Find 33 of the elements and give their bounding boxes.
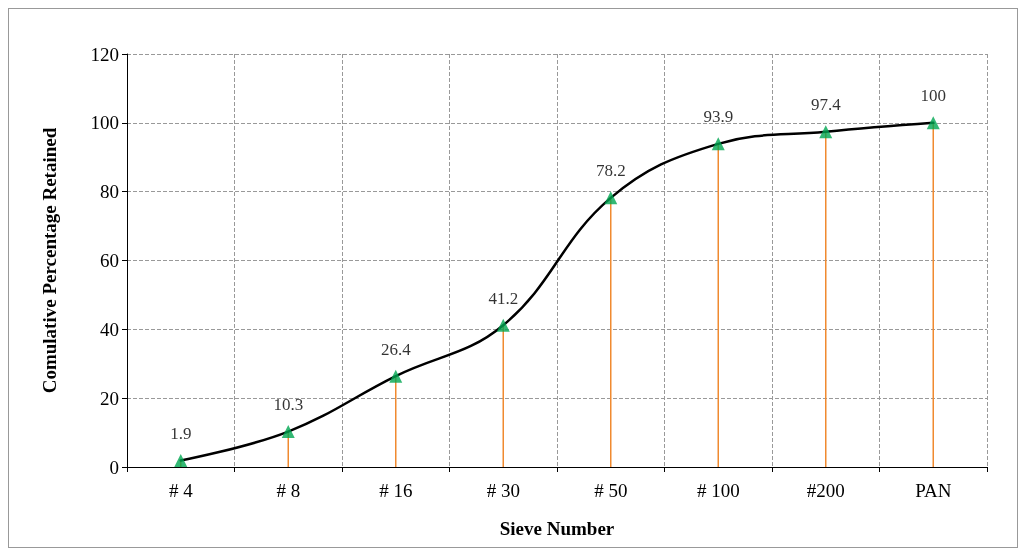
data-label: 78.2 xyxy=(595,161,626,181)
y-axis-title: Comulative Percentage Retained xyxy=(39,127,60,394)
point xyxy=(926,116,940,130)
x-tick-label: # 30 xyxy=(486,480,520,501)
data-label: 1.9 xyxy=(170,423,192,443)
x-tick-label: # 16 xyxy=(379,480,413,501)
data-label: 41.2 xyxy=(488,288,519,308)
point xyxy=(819,125,833,139)
x-tick-label: # 4 xyxy=(168,480,194,501)
point xyxy=(496,318,510,332)
y-tick-label: 0 xyxy=(109,456,119,478)
y-tick-label: 100 xyxy=(90,112,119,134)
y-tick-label: 20 xyxy=(100,387,119,409)
x-tick-label: # 100 xyxy=(696,480,740,501)
data-label: 100 xyxy=(920,86,946,106)
data-label: 26.4 xyxy=(380,339,412,359)
x-axis-title: Sieve Number xyxy=(499,518,615,539)
point xyxy=(389,369,403,383)
y-tick-label: 80 xyxy=(100,181,119,203)
y-tick-label: 120 xyxy=(90,43,119,65)
data-label: 93.9 xyxy=(703,107,734,127)
data-label: 97.4 xyxy=(810,95,842,115)
point xyxy=(604,191,618,205)
y-tick-label: 40 xyxy=(100,318,119,340)
point xyxy=(711,137,725,151)
y-tick-label: 60 xyxy=(100,250,119,271)
x-tick-label: #200 xyxy=(806,480,845,501)
point xyxy=(281,425,295,439)
x-tick-label: PAN xyxy=(915,480,952,501)
data-label: 10.3 xyxy=(273,395,304,415)
x-tick-label: # 8 xyxy=(276,480,301,501)
x-tick-label: # 50 xyxy=(594,480,628,501)
point xyxy=(174,453,188,467)
